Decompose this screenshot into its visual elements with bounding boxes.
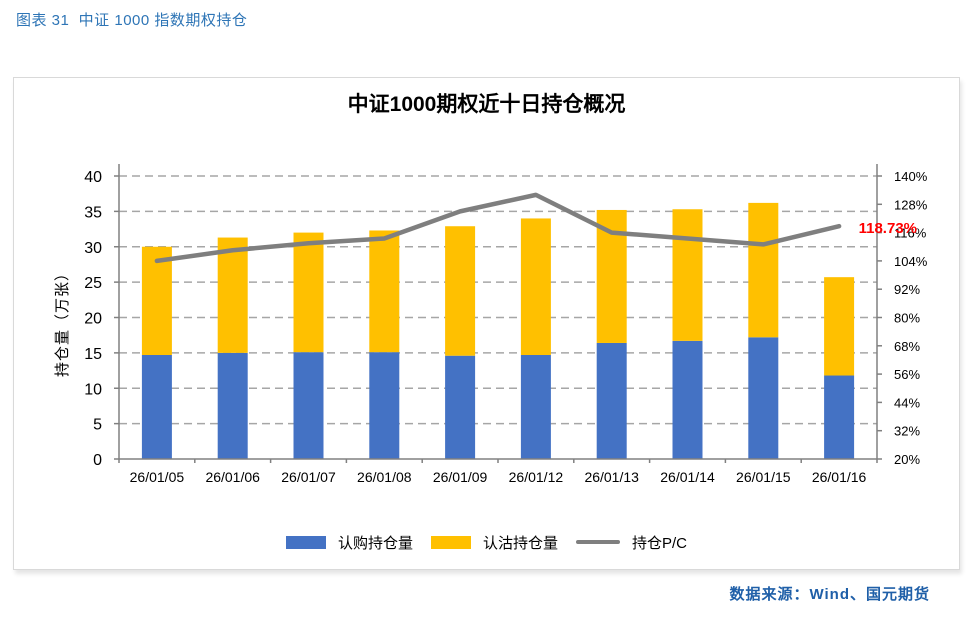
call-bar-segment bbox=[596, 342, 627, 459]
put-bar-segment bbox=[141, 246, 172, 355]
y-axis-title: 持仓量（万张） bbox=[54, 265, 71, 378]
x-tick-label: 26/01/15 bbox=[736, 469, 791, 485]
left-tick-label: 5 bbox=[93, 417, 102, 434]
left-tick-label: 35 bbox=[84, 204, 102, 221]
x-tick-label: 26/01/09 bbox=[433, 469, 488, 485]
left-tick-label: 25 bbox=[84, 275, 102, 292]
right-tick-label: 80% bbox=[894, 311, 920, 326]
x-tick-label: 26/01/13 bbox=[584, 469, 639, 485]
call-bar-segment bbox=[217, 352, 248, 459]
right-tick-label: 104% bbox=[894, 254, 928, 269]
x-tick-label: 26/01/08 bbox=[357, 469, 412, 485]
left-tick-label: 15 bbox=[84, 346, 102, 363]
chart-title: 中证1000期权近十日持仓概况 bbox=[347, 93, 626, 116]
right-tick-label: 140% bbox=[894, 169, 928, 184]
put-bar-segment bbox=[217, 237, 248, 353]
call-series-swatch bbox=[285, 535, 326, 549]
left-tick-label: 40 bbox=[84, 169, 102, 186]
put-series-swatch bbox=[430, 535, 471, 549]
x-tick-label: 26/01/12 bbox=[509, 469, 564, 485]
pc-ratio-annotation: 118.73% bbox=[858, 220, 917, 237]
left-tick-label: 0 bbox=[93, 452, 102, 469]
right-tick-label: 128% bbox=[894, 197, 928, 212]
x-tick-label: 26/01/14 bbox=[660, 469, 715, 485]
left-tick-label: 20 bbox=[84, 311, 102, 328]
legend-label-put: 认沽持仓量 bbox=[482, 534, 558, 552]
right-tick-label: 20% bbox=[894, 452, 920, 467]
x-tick-label: 26/01/06 bbox=[205, 469, 260, 485]
put-bar-segment bbox=[369, 230, 400, 353]
right-tick-label: 56% bbox=[894, 367, 920, 382]
chart-legend: 认购持仓量 认沽持仓量 持仓P/C bbox=[14, 531, 959, 553]
legend-item-pc: 持仓P/C bbox=[576, 532, 687, 553]
left-tick-label: 30 bbox=[84, 240, 102, 257]
right-tick-label: 116% bbox=[894, 226, 927, 241]
x-tick-label: 26/01/05 bbox=[130, 469, 185, 485]
call-bar-segment bbox=[141, 354, 172, 459]
right-tick-label: 44% bbox=[894, 395, 920, 410]
put-bar-segment bbox=[748, 202, 779, 338]
put-bar-segment bbox=[824, 277, 855, 376]
pc-line-swatch bbox=[576, 540, 620, 544]
legend-label-pc: 持仓P/C bbox=[632, 534, 688, 552]
chart-canvas: 0 5 10 15 20 25 30 35 40 20% 32% 44% 56% 68% 80% 92% 104… bbox=[84, 164, 928, 485]
legend-item-put: 认沽持仓量 bbox=[430, 532, 558, 553]
right-tick-label: 68% bbox=[894, 339, 920, 354]
call-bar-segment bbox=[824, 375, 855, 459]
left-tick-label: 10 bbox=[84, 381, 102, 398]
pc-line bbox=[154, 192, 842, 264]
legend-label-call: 认购持仓量 bbox=[337, 534, 413, 552]
call-bar-segment bbox=[672, 340, 703, 459]
put-bar-segment bbox=[445, 226, 476, 356]
x-tick-label: 26/01/07 bbox=[281, 469, 336, 485]
legend-item-call: 认购持仓量 bbox=[285, 532, 413, 553]
figure-caption: 图表 31 中证 1000 指数期权持仓 bbox=[16, 12, 248, 29]
x-tick-label: 26/01/16 bbox=[812, 469, 867, 485]
call-bar-segment bbox=[520, 354, 551, 459]
put-bar-segment bbox=[596, 209, 627, 343]
put-bar-segment bbox=[520, 218, 551, 355]
chart-container: 0 5 10 15 20 25 30 35 40 20% 32% 44% 56% 68% 80% 92% 104… bbox=[13, 77, 960, 570]
call-bar-segment bbox=[293, 352, 324, 459]
call-bar-segment bbox=[445, 355, 476, 459]
right-tick-label: 92% bbox=[894, 282, 920, 297]
data-source: 数据来源：Wind、国元期货 bbox=[729, 586, 930, 603]
right-tick-label: 32% bbox=[894, 424, 920, 439]
call-bar-segment bbox=[748, 337, 779, 459]
call-bar-segment bbox=[369, 352, 400, 459]
put-bar-segment bbox=[293, 232, 324, 353]
put-bar-segment bbox=[672, 209, 703, 341]
